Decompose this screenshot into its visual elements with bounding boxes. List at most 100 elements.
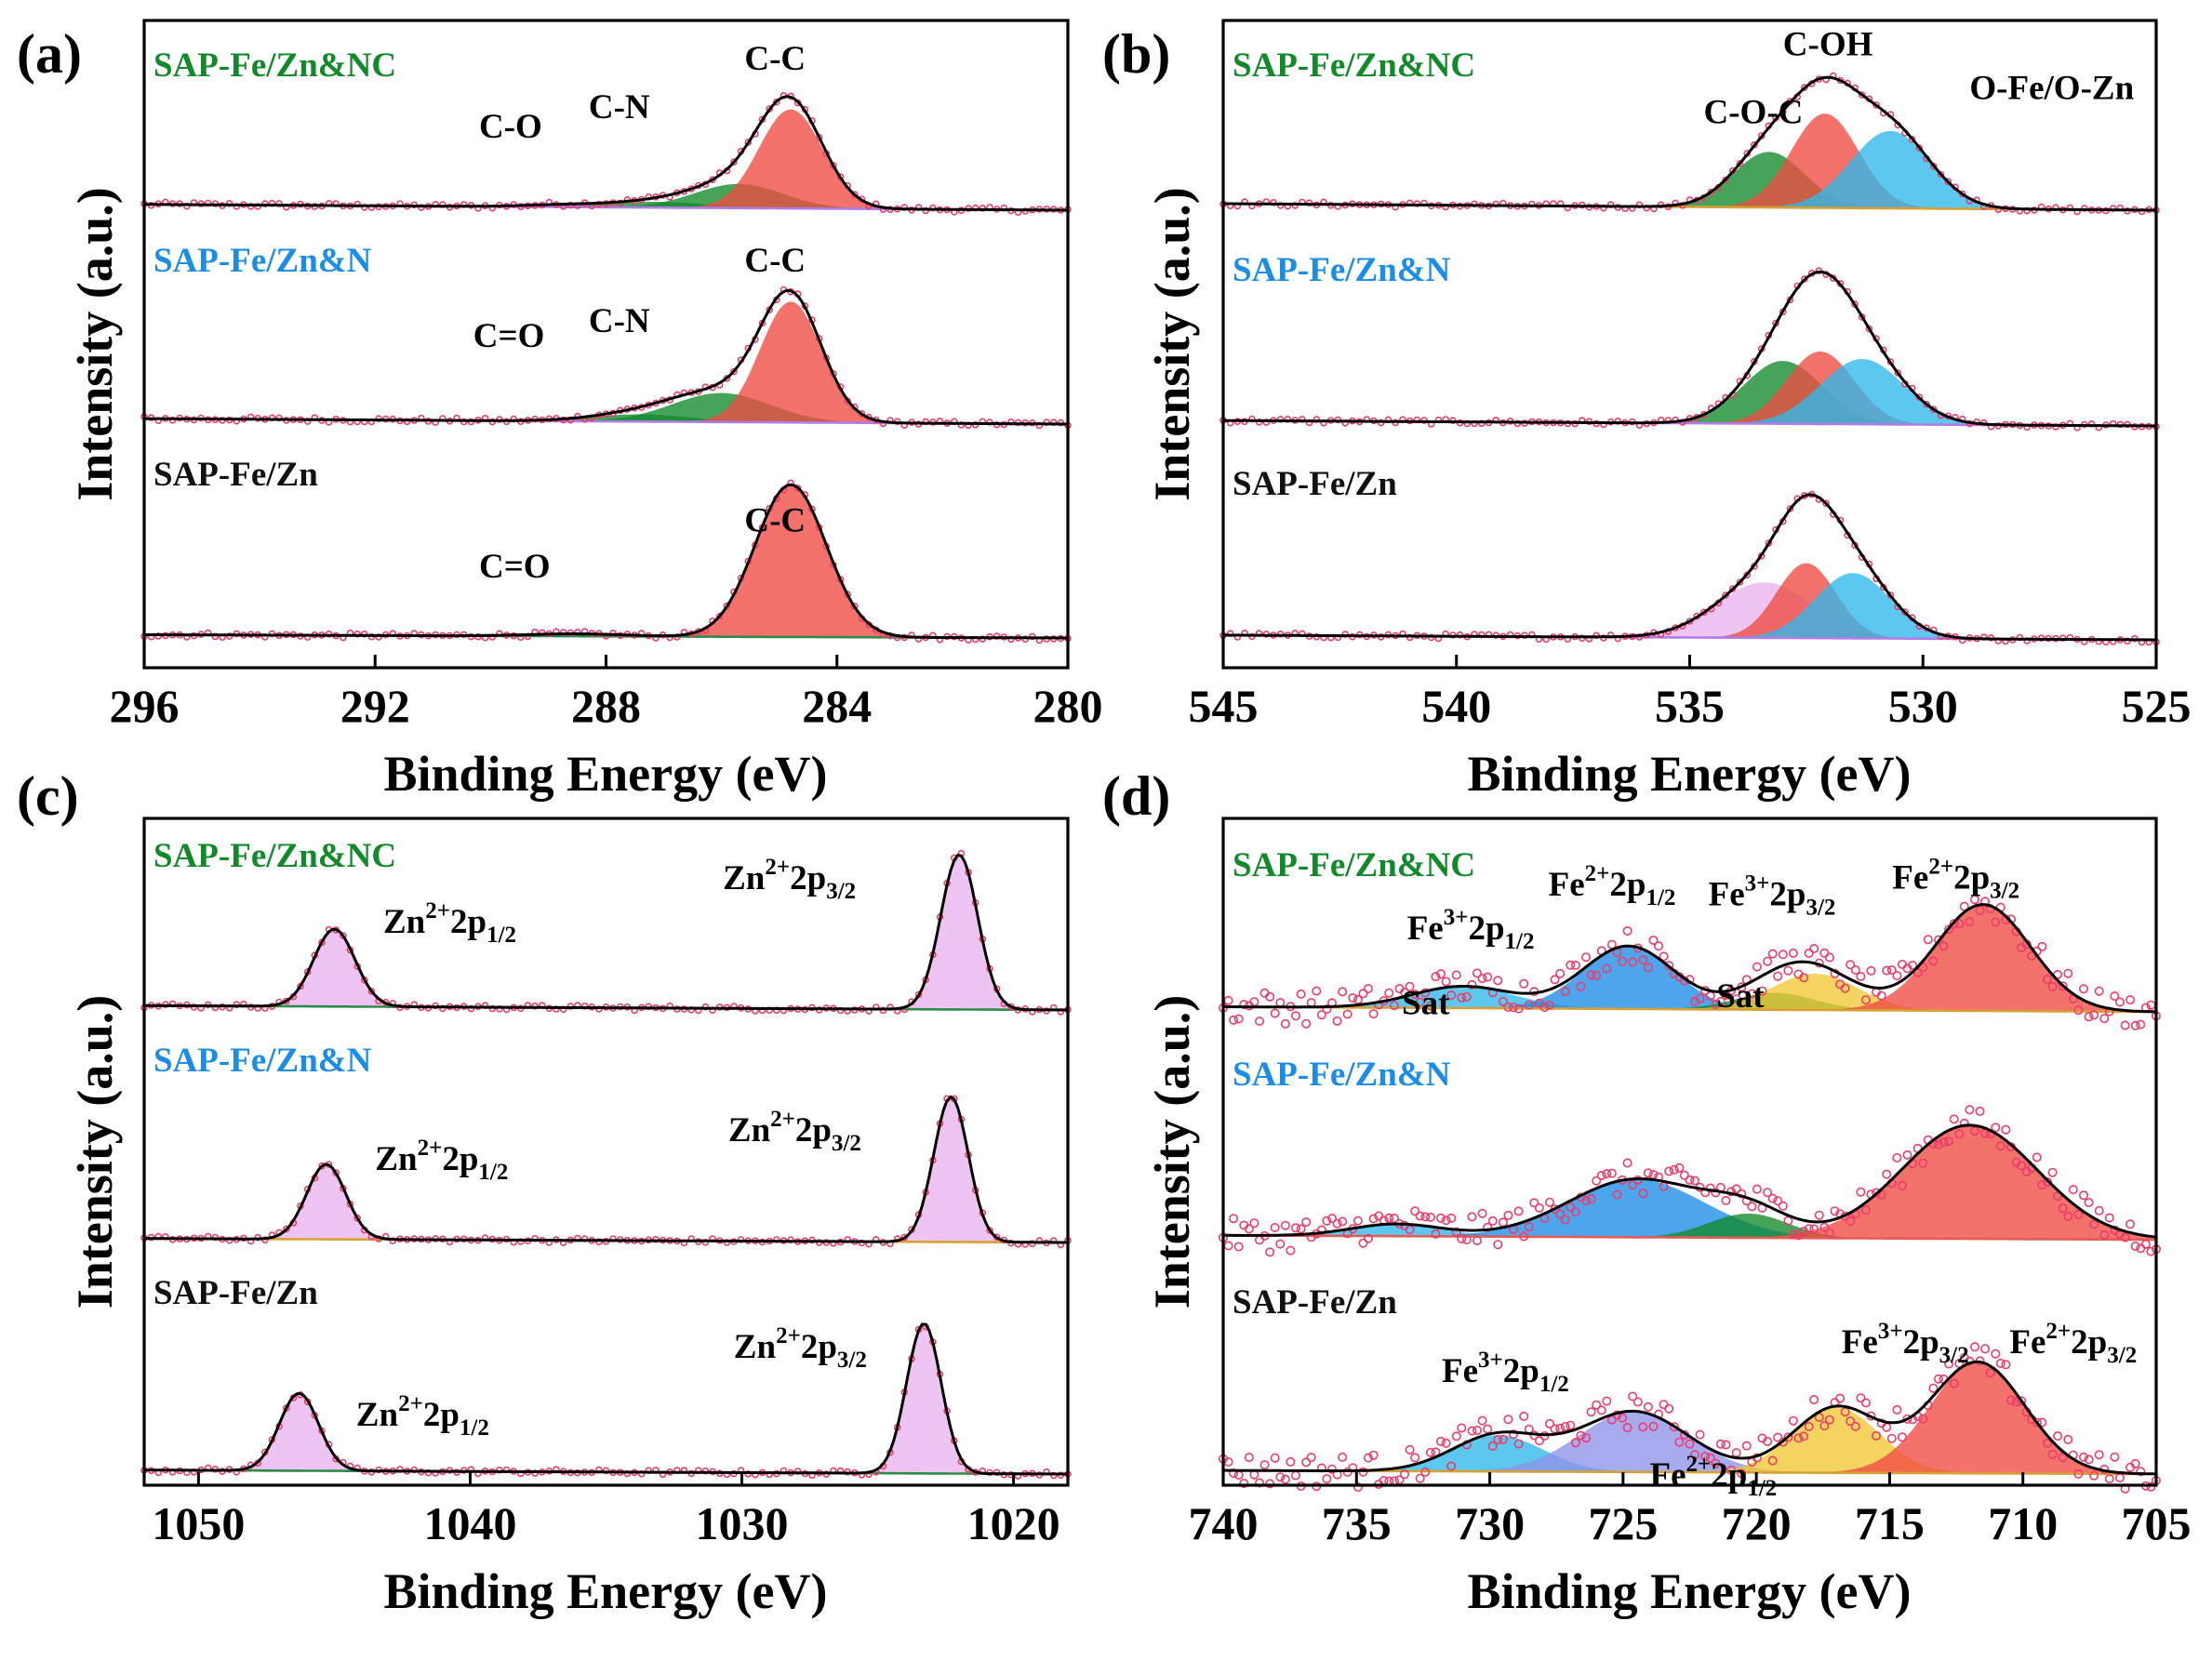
data-point [1959, 1118, 1969, 1128]
data-point [1477, 1208, 1487, 1218]
data-point [1664, 1403, 1674, 1414]
series-label: SAP-Fe/Zn&NC [153, 837, 396, 875]
data-point [1618, 956, 1628, 966]
x-axis: 740 735 730 725 720 715 710 705 [1189, 1472, 2192, 1549]
data-point [1876, 990, 1886, 1001]
plot-frame [1221, 817, 2158, 1487]
data-point [1819, 948, 1830, 958]
x-axis-title: Binding Energy (eV) [1467, 746, 1911, 802]
data-point [1509, 1003, 1519, 1013]
data-point [2063, 1211, 2073, 1221]
fit-envelope [1222, 270, 2156, 428]
panel-d: (d) SAP-Fe/Zn&NC Fe2+2p1/2 Fe3+2p3/2 Fe2+2p3… [1102, 765, 2192, 1619]
data-point [2068, 1185, 2078, 1195]
data-point [1472, 1426, 1483, 1436]
fit-envelope [1222, 903, 2157, 1014]
raw-data-points [1219, 895, 2162, 1030]
data-point [1628, 1180, 1638, 1190]
peak-annotation: C-C [744, 40, 806, 78]
data-point [1856, 972, 1866, 982]
panel-label: (b) [1102, 23, 1170, 85]
x-tick-label: 292 [340, 680, 410, 732]
data-point [1560, 987, 1570, 997]
data-point [2053, 1431, 2063, 1442]
data-point [2089, 1470, 2099, 1481]
data-point [1483, 1222, 1493, 1232]
data-point [2058, 1453, 2068, 1463]
data-point [1822, 499, 1830, 508]
data-point [1773, 1432, 1783, 1442]
data-point [1690, 996, 1700, 1006]
data-point [1700, 1452, 1711, 1462]
panel-label: (c) [17, 765, 79, 827]
data-point [1487, 1442, 1498, 1452]
series-label: SAP-Fe/Zn&N [1233, 1056, 1451, 1094]
spectrum-sap-fe-zn-nc: SAP-Fe/Zn&NC Zn2+2p1/2 Zn2+2p3/2 [140, 837, 1072, 1016]
data-point [1524, 1222, 1534, 1232]
data-point [2099, 1230, 2110, 1241]
fit-envelope [144, 1095, 1068, 1244]
peak-component [144, 301, 1068, 424]
data-point [1944, 1136, 1954, 1147]
data-point [2017, 1161, 2027, 1171]
data-point [1898, 960, 1908, 970]
raw-data-points [1219, 1342, 2162, 1494]
peak-component [1223, 992, 2156, 1012]
data-point [1249, 1218, 1259, 1229]
data-point [1513, 1206, 1524, 1216]
x-axis: 545 540 535 530 525 [1189, 655, 2192, 732]
data-point [1949, 1114, 1959, 1124]
data-point [730, 367, 738, 376]
data-point [1425, 1447, 1435, 1457]
data-point [715, 612, 724, 620]
data-point [1861, 995, 1872, 1005]
peak-annotation: C-O-C [1704, 93, 1804, 131]
data-point [1332, 1016, 1342, 1026]
data-point [1901, 608, 1909, 616]
data-point [2063, 1434, 2073, 1444]
data-point [1930, 405, 1938, 414]
data-point [2110, 1452, 2120, 1462]
data-point [1566, 1202, 1576, 1212]
peak-annotation: C=O [479, 548, 551, 586]
peak-component [1223, 113, 2156, 210]
data-point [1856, 1187, 1866, 1197]
data-point [2084, 1012, 2094, 1022]
data-point [1327, 1214, 1338, 1224]
data-point [1296, 989, 1306, 999]
data-point [1306, 1453, 1316, 1463]
data-point [1928, 956, 1939, 966]
data-point [1674, 1162, 1685, 1173]
data-point [1270, 1223, 1280, 1233]
data-point [2073, 1005, 2084, 1016]
fit-envelope [144, 853, 1068, 1012]
data-point [1965, 1105, 1975, 1115]
peak-component [1223, 904, 2156, 1012]
data-point [1918, 963, 1928, 973]
data-point [1270, 1453, 1280, 1463]
data-point [1825, 1228, 1835, 1238]
data-point [1233, 1014, 1244, 1024]
data-point [1729, 585, 1737, 592]
background-line [1223, 1234, 2156, 1242]
data-point [1410, 1453, 1420, 1463]
data-point [1872, 1188, 1882, 1198]
data-point [1405, 981, 1415, 991]
data-point [1259, 1460, 1270, 1470]
data-point [1596, 1405, 1606, 1415]
data-point [1286, 1245, 1296, 1256]
data-point [1545, 1197, 1555, 1207]
data-point [1249, 1469, 1259, 1480]
data-point [772, 98, 780, 106]
data-point [1819, 1421, 1830, 1431]
background-line [1222, 1005, 2156, 1014]
panel-label: (d) [1102, 765, 1170, 827]
data-point [1446, 1213, 1457, 1223]
data-point [1415, 1211, 1425, 1221]
series-label: SAP-Fe/Zn [153, 1274, 318, 1312]
data-point [1949, 1378, 1959, 1388]
data-point [2094, 986, 2104, 996]
data-point [1275, 998, 1286, 1008]
data-point [1223, 1241, 1233, 1251]
peak-annotation: C=O [473, 317, 545, 355]
